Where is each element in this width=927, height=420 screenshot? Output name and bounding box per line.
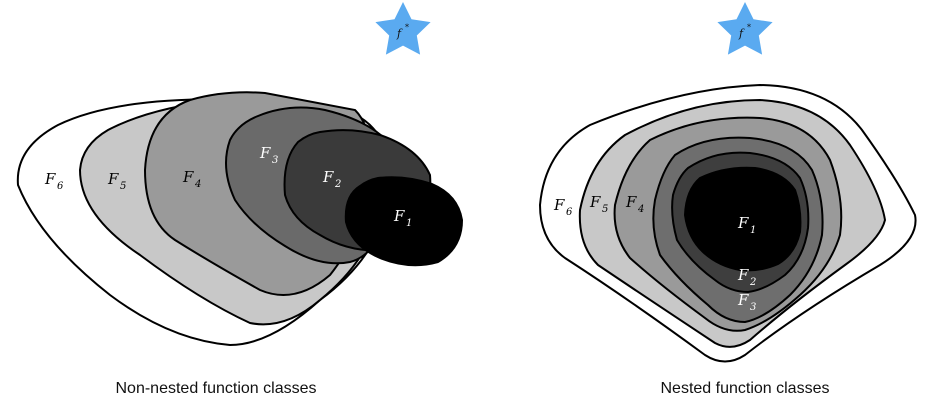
svg-text:F: F — [322, 168, 334, 186]
svg-text:f: f — [738, 27, 745, 40]
svg-text:*: * — [747, 23, 751, 32]
svg-text:F: F — [737, 291, 749, 309]
svg-text:F: F — [107, 170, 119, 188]
svg-text:6: 6 — [57, 181, 64, 192]
svg-text:5: 5 — [602, 204, 608, 215]
svg-text:F: F — [589, 193, 601, 211]
nested-caption: Nested function classes — [661, 380, 830, 397]
svg-text:2: 2 — [749, 277, 756, 288]
non-nested-caption: Non-nested function classes — [116, 380, 317, 397]
svg-text:*: * — [405, 23, 409, 32]
svg-text:3: 3 — [750, 302, 756, 313]
svg-text:4: 4 — [637, 204, 644, 215]
svg-text:4: 4 — [194, 179, 201, 190]
non-nested-region-f1 — [344, 176, 464, 267]
svg-text:F: F — [393, 207, 405, 225]
svg-text:1: 1 — [406, 218, 412, 229]
svg-text:f: f — [396, 27, 403, 40]
svg-text:F: F — [553, 196, 565, 214]
svg-text:3: 3 — [272, 155, 278, 166]
svg-text:1: 1 — [750, 225, 756, 236]
optimum-star-left: f * — [375, 2, 431, 55]
optimum-star-right: f * — [717, 2, 773, 55]
svg-text:6: 6 — [566, 207, 573, 218]
svg-text:F: F — [737, 214, 749, 232]
svg-text:F: F — [625, 193, 637, 211]
svg-text:F: F — [259, 144, 271, 162]
svg-text:5: 5 — [120, 181, 126, 192]
svg-text:2: 2 — [334, 179, 341, 190]
svg-text:F: F — [44, 170, 56, 188]
svg-text:F: F — [737, 266, 749, 284]
nested-region-f1 — [683, 166, 802, 272]
svg-text:F: F — [182, 168, 194, 186]
